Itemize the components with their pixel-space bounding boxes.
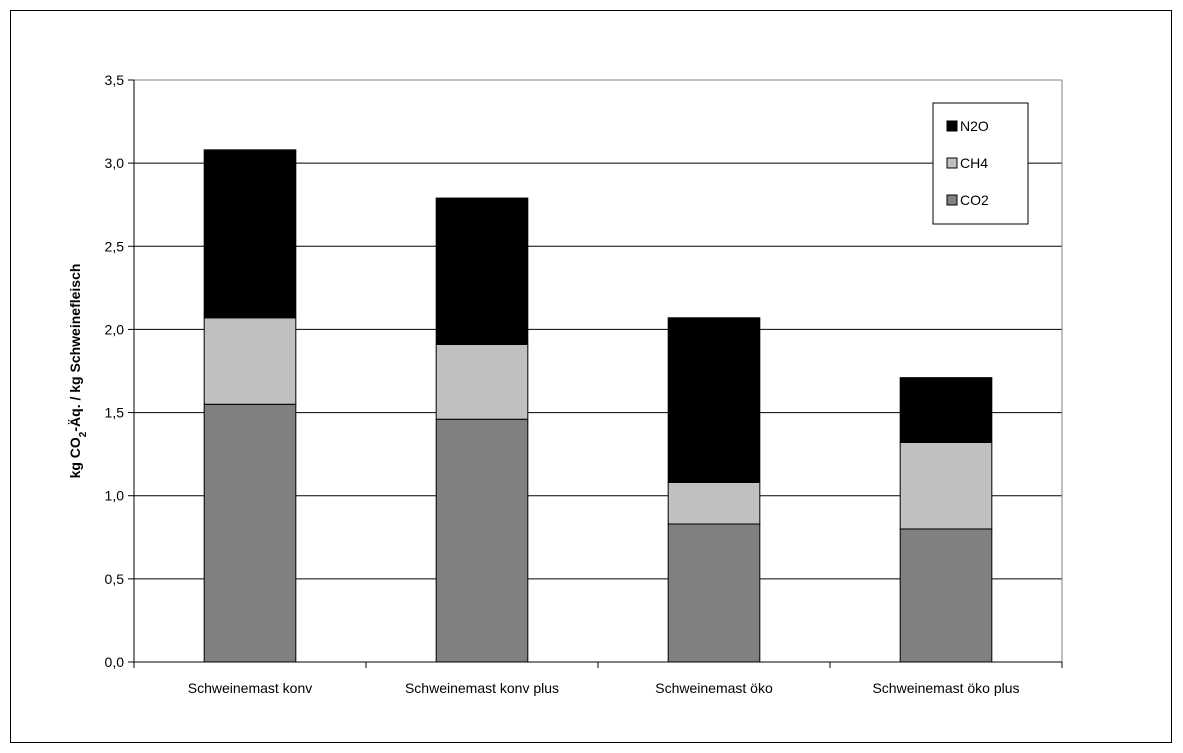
- y-tick-label: 0,5: [105, 571, 125, 587]
- bar-segment-co2: [667, 523, 761, 663]
- y-tick-label: 1,0: [105, 488, 125, 504]
- x-tick-label: Schweinemast öko plus: [872, 680, 1019, 696]
- bar-segment-n2o: [203, 149, 297, 319]
- bar-segment-co2: [435, 418, 529, 663]
- y-axis-label: kg CO2-Äq. / kg Schweinefleisch: [67, 264, 89, 479]
- y-tick-label: 0,0: [105, 654, 125, 670]
- y-axis-label-before: kg CO: [67, 437, 83, 478]
- y-axis-label-sub: 2: [78, 431, 89, 437]
- legend-swatch-co2: [946, 194, 958, 206]
- x-tick-label: Schweinemast konv plus: [405, 680, 559, 696]
- y-tick-label: 1,5: [105, 405, 125, 421]
- x-tick-label: Schweinemast konv: [188, 680, 313, 696]
- y-tick-label: 2,5: [105, 238, 125, 254]
- tick-labels: 0,0 0,5 1,0 1,5 2,0 2,5 3,0 3,5 Schweinemast kon…: [105, 72, 1020, 696]
- legend: N2O CH4 CO2: [932, 102, 1029, 225]
- y-axis-label-after: -Äq. / kg Schweinefleisch: [67, 264, 83, 432]
- bar-segment-ch4: [435, 343, 529, 420]
- legend-label-n2o: N2O: [960, 118, 989, 134]
- bar-segment-ch4: [203, 317, 297, 405]
- bar-segment-co2: [203, 403, 297, 663]
- x-tick-label: Schweinemast öko: [655, 680, 773, 696]
- y-tick-label: 2,0: [105, 321, 125, 337]
- bars: [203, 149, 993, 663]
- y-tick-label: 3,0: [105, 155, 125, 171]
- legend-swatch-ch4: [946, 157, 958, 169]
- y-tick-label: 3,5: [105, 72, 125, 88]
- legend-swatch-n2o: [946, 120, 958, 132]
- bar-segment-ch4: [667, 481, 761, 525]
- legend-label-co2: CO2: [960, 192, 989, 208]
- axes: [128, 79, 1063, 668]
- legend-label-ch4: CH4: [960, 155, 988, 171]
- bar-segment-n2o: [899, 377, 993, 444]
- bar-segment-ch4: [899, 442, 993, 530]
- bar-segment-n2o: [667, 317, 761, 483]
- bar-segment-n2o: [435, 197, 529, 345]
- bar-segment-co2: [899, 528, 993, 663]
